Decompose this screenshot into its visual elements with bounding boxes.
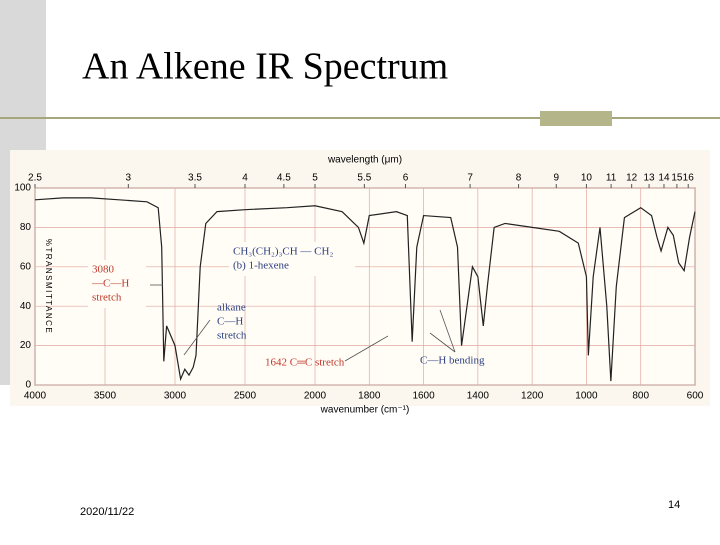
y-tick-label: 80 (20, 222, 32, 233)
x2-tick-label: 3 (126, 173, 132, 184)
x-tick-label: 1200 (521, 391, 544, 402)
x2-tick-label: 3.5 (188, 173, 202, 184)
x2-tick-label: 4 (242, 173, 248, 184)
y-tick-label: 40 (20, 301, 32, 312)
accent (540, 111, 612, 126)
x2-axis-label: wavelength (μm) (327, 155, 402, 166)
page-number: 14 (668, 499, 680, 511)
annotation: C—H bending (420, 355, 485, 367)
x-tick-label: 4000 (24, 391, 47, 402)
annotation-box (88, 260, 146, 308)
spectrum-line (34, 197, 696, 382)
x-tick-label: 3000 (164, 391, 187, 402)
x-tick-label: 1800 (358, 391, 381, 402)
x-tick-label: 2500 (234, 391, 257, 402)
x-axis-label: wavenumber (cm⁻¹) (320, 405, 410, 416)
annotation: 3080 (92, 264, 115, 276)
x2-tick-label: 13 (644, 173, 656, 184)
x2-tick-label: 11 (606, 173, 617, 184)
x2-tick-label: 4.5 (277, 173, 291, 184)
slide-title: An Alkene IR Spectrum (82, 46, 448, 88)
x-tick-label: 2000 (304, 391, 327, 402)
x2-tick-label: 15 (671, 173, 683, 184)
annotation: CH₃(CH₂)₃CH — CH₂ (233, 246, 333, 258)
annotation-box (229, 242, 355, 276)
x2-tick-label: 12 (626, 173, 638, 184)
y-tick-label: 0 (25, 380, 31, 391)
x2-tick-label: 5 (312, 173, 318, 184)
x2-tick-label: 8 (516, 173, 522, 184)
x2-tick-label: 6 (403, 173, 409, 184)
annotation: 1642 C═C stretch (265, 357, 345, 369)
x-tick-label: 600 (687, 391, 704, 402)
x2-tick-label: 7 (467, 173, 473, 184)
annotation: stretch (217, 330, 247, 342)
x-tick-label: 3500 (94, 391, 117, 402)
x-tick-label: 800 (632, 391, 649, 402)
x2-tick-label: 16 (683, 173, 695, 184)
x2-tick-label: 9 (553, 173, 559, 184)
y-tick-label: 20 (20, 340, 32, 351)
annotation: alkane (217, 302, 246, 314)
x-tick-label: 1400 (467, 391, 490, 402)
annotation: (b) 1-hexene (233, 260, 289, 272)
plot: 0 20 40 60 80 100 4000 3500 3000 2500 2000 1800 1600… (14, 155, 703, 416)
annotation: stretch (92, 292, 122, 304)
y-tick-label: 60 (20, 261, 32, 272)
y-tick-label: 100 (14, 183, 31, 194)
x2-tick-label: 2.5 (28, 173, 42, 184)
date: 2020/11/22 (80, 506, 134, 518)
x2-tick-label: 5.5 (357, 173, 371, 184)
leaders (150, 284, 456, 362)
x2-tick-label: 14 (658, 173, 670, 184)
annotation: —C—H (91, 278, 129, 290)
annotation: C—H (217, 316, 243, 328)
x-tick-label: 1000 (575, 391, 598, 402)
x2-tick-label: 10 (581, 173, 593, 184)
y-axis-label: %TRANSMITTANCE (44, 239, 53, 335)
x-tick-label: 1600 (412, 391, 435, 402)
